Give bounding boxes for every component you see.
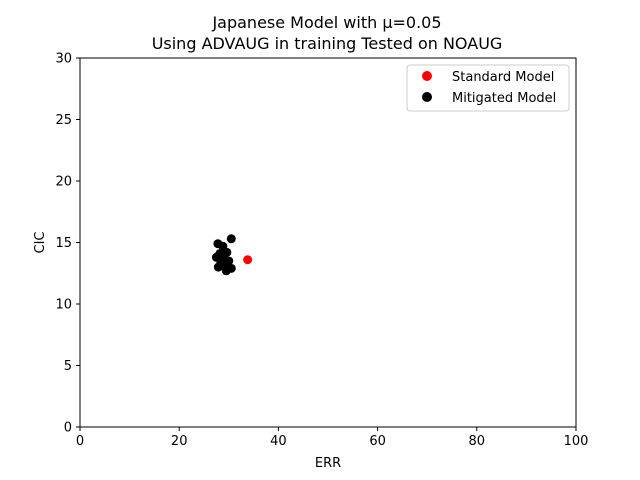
x-tick-label: 40 xyxy=(270,434,287,449)
x-tick-label: 60 xyxy=(369,434,386,449)
y-tick-label: 10 xyxy=(55,298,72,313)
legend-label-standard-model: Standard Model xyxy=(452,70,554,85)
chart-title-line-2: Using ADVAUG in training Tested on NOAUG xyxy=(152,34,503,53)
point-mitigated-model xyxy=(226,234,236,244)
x-axis-label: ERR xyxy=(315,456,341,471)
y-tick-label: 30 xyxy=(55,52,72,67)
y-axis-ticks: 0 5 10 15 20 25 30 xyxy=(55,52,80,436)
x-tick-label: 80 xyxy=(469,434,486,449)
x-axis-ticks: 0 20 40 60 80 100 xyxy=(76,427,589,449)
data-points xyxy=(211,234,253,276)
legend-marker-mitigated-model xyxy=(422,92,432,102)
plot-area-frame xyxy=(79,57,577,428)
chart-title: Japanese Model with μ=0.05 Using ADVAUG … xyxy=(152,13,503,53)
y-axis-label: CIC xyxy=(33,232,48,254)
y-tick-label: 5 xyxy=(64,359,72,374)
y-tick-label: 25 xyxy=(55,113,72,128)
y-tick-label: 0 xyxy=(64,421,72,436)
x-tick-label: 20 xyxy=(171,434,188,449)
point-mitigated-model xyxy=(221,266,231,276)
x-tick-label: 0 xyxy=(76,434,84,449)
legend: Standard Model Mitigated Model xyxy=(406,64,570,112)
legend-box xyxy=(406,64,570,112)
point-standard-model xyxy=(243,255,253,265)
y-tick-label: 20 xyxy=(55,175,72,190)
chart-title-line-1: Japanese Model with μ=0.05 xyxy=(211,13,441,32)
point-mitigated-model xyxy=(213,262,223,272)
x-tick-label: 100 xyxy=(564,434,589,449)
y-tick-label: 15 xyxy=(55,236,72,251)
legend-label-mitigated-model: Mitigated Model xyxy=(452,91,556,106)
legend-marker-standard-model xyxy=(422,71,432,81)
